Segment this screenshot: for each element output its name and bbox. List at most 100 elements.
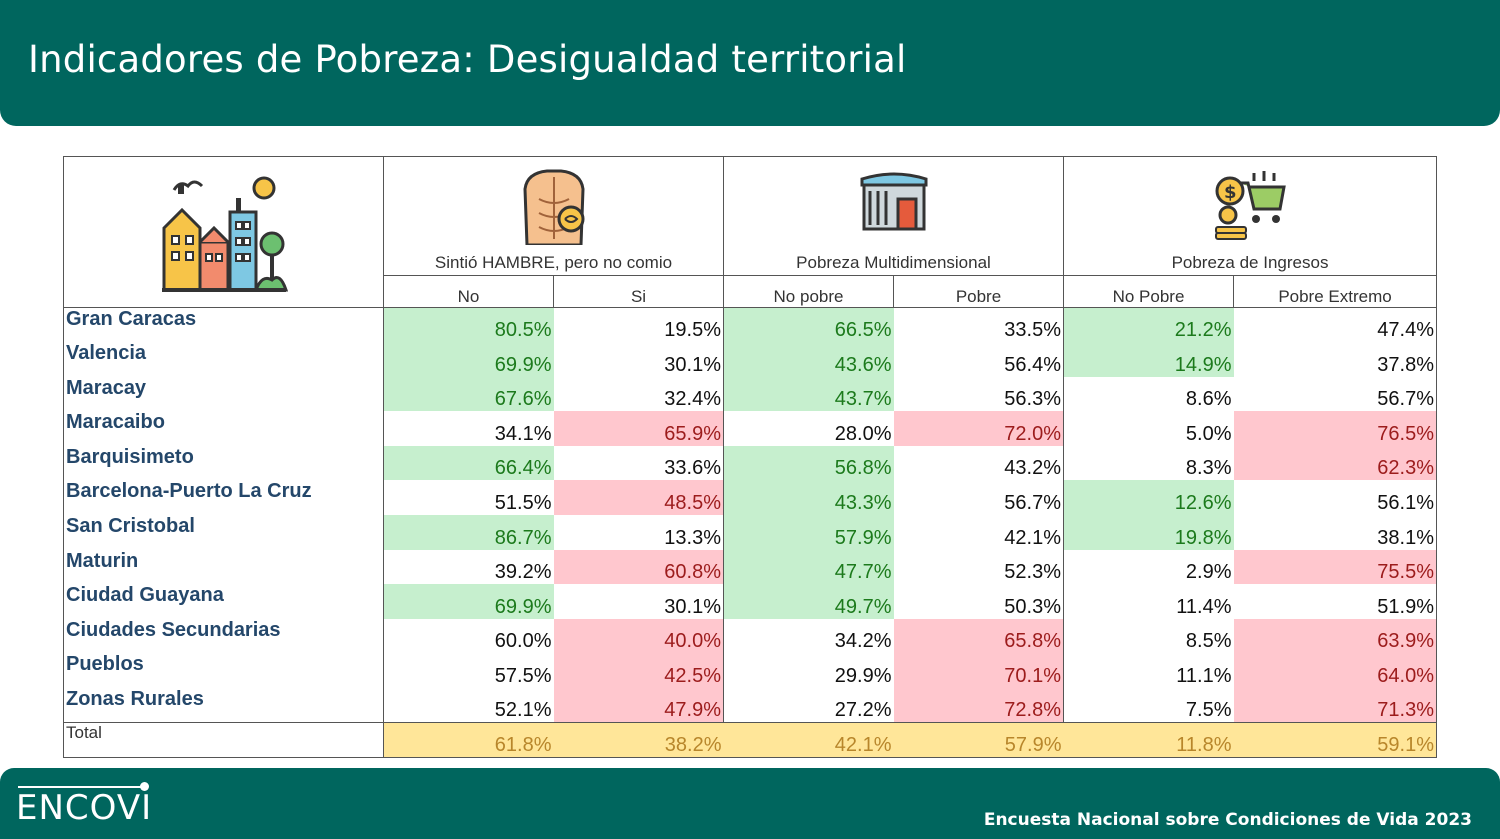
row-label: Ciudades Secundarias bbox=[63, 618, 384, 654]
value-cell: 69.9% bbox=[383, 584, 554, 619]
value-cell: 63.9% bbox=[1233, 618, 1438, 654]
value-cell: 5.0% bbox=[1063, 411, 1234, 446]
value-cell: 72.8% bbox=[893, 688, 1064, 723]
subheader-multi-no-pobre: No pobre bbox=[723, 275, 894, 308]
value-cell: 38.1% bbox=[1233, 515, 1438, 550]
value-cell: 72.0% bbox=[893, 411, 1064, 446]
value-cell: 30.1% bbox=[664, 353, 721, 376]
group-header-multidimensional: Pobreza Multidimensional bbox=[723, 156, 1064, 276]
value-cell: 51.5% bbox=[383, 480, 554, 516]
group-label: Pobreza Multidimensional bbox=[796, 253, 991, 272]
value-cell: 8.3% bbox=[1063, 445, 1234, 481]
value-cell: 86.7% bbox=[383, 515, 554, 550]
table-body: Gran Caracas 80.5% 19.5% 66.5% 33.5% 21.2% 47.… bbox=[63, 307, 1438, 758]
value-cell: 70.1% bbox=[893, 653, 1064, 689]
value-cell: 76.5% bbox=[1233, 411, 1438, 446]
value-cell: 75.5% bbox=[1233, 549, 1438, 585]
value-cell: 67.6% bbox=[383, 376, 554, 412]
value-cell: 14.9% bbox=[1063, 342, 1234, 377]
page-title: Indicadores de Pobreza: Desigualdad terr… bbox=[28, 38, 907, 81]
value-cell: 40.0% bbox=[553, 618, 724, 654]
value-cell: 57.5% bbox=[383, 653, 554, 689]
value-cell: 47.7% bbox=[723, 549, 894, 585]
table-row: Barquisimeto 66.4% 33.6% 56.8% 43.2% 8.3% 62.3… bbox=[63, 445, 1438, 481]
table-row: Pueblos 57.5% 42.5% 29.9% 70.1% 11.1% 64.0% bbox=[63, 653, 1438, 689]
title-bar: Indicadores de Pobreza: Desigualdad terr… bbox=[0, 0, 1500, 126]
city-buildings-icon bbox=[161, 176, 288, 292]
value-cell: 7.5% bbox=[1063, 688, 1234, 723]
value-cell: 69.9% bbox=[383, 342, 554, 377]
value-cell: 19.8% bbox=[1063, 515, 1234, 550]
table-row: Gran Caracas 80.5% 19.5% 66.5% 33.5% 21.2% 47.… bbox=[63, 307, 1438, 343]
money-cart-icon: $ bbox=[1215, 171, 1286, 240]
subheader-income-pobre-extremo: Pobre Extremo bbox=[1232, 275, 1438, 308]
row-label: Maracaibo bbox=[63, 411, 384, 446]
value-cell: 56.8% bbox=[723, 445, 894, 481]
table-row: Maturin 39.2% 60.8% 47.7% 52.3% 2.9% 75.5% bbox=[63, 549, 1438, 585]
value-cell: 56.3% bbox=[1004, 388, 1061, 411]
value-cell: 19.5% bbox=[664, 319, 721, 342]
group-header-income: $ Pobreza de Ingresos bbox=[1062, 156, 1438, 276]
value-cell: 8.5% bbox=[1063, 618, 1234, 654]
footer-bar: ENCOVI Encuesta Nacional sobre Condicion… bbox=[0, 768, 1500, 839]
value-cell: 66.4% bbox=[383, 445, 554, 481]
value-cell: 37.8% bbox=[1233, 342, 1438, 377]
row-label: Gran Caracas bbox=[63, 307, 384, 343]
survey-name: Encuesta Nacional sobre Condiciones de V… bbox=[983, 810, 1472, 830]
subheader-hunger-no: No bbox=[383, 275, 554, 308]
table-row: Valencia 69.9% 30.1% 43.6% 56.4% 14.9% 37.8% bbox=[63, 342, 1438, 377]
row-label: Valencia bbox=[63, 342, 384, 377]
row-label: Barquisimeto bbox=[63, 445, 384, 481]
value-cell: 39.2% bbox=[383, 549, 554, 585]
brand-dot-decoration bbox=[140, 782, 149, 791]
value-cell: 60.8% bbox=[553, 549, 724, 585]
value-cell: 51.9% bbox=[1233, 584, 1438, 619]
value-cell: 43.2% bbox=[1004, 457, 1061, 480]
group-label: Sintió HAMBRE, pero no comio bbox=[434, 253, 673, 272]
total-value-cell: 61.8% bbox=[383, 722, 554, 758]
value-cell: 52.3% bbox=[1004, 561, 1061, 584]
subheader-multi-pobre: Pobre bbox=[893, 275, 1064, 308]
value-cell: 71.3% bbox=[1233, 688, 1438, 723]
total-value-cell: 42.1% bbox=[723, 722, 894, 758]
table-row: Maracay 67.6% 32.4% 43.7% 56.3% 8.6% 56.7% bbox=[63, 376, 1438, 412]
total-value-cell: 11.8% bbox=[1063, 722, 1234, 758]
brand-logo: ENCOVI bbox=[16, 788, 153, 828]
subheader-hunger-si: Si bbox=[553, 275, 724, 308]
group-label: Pobreza de Ingresos bbox=[1171, 253, 1329, 272]
row-label: San Cristobal bbox=[63, 515, 384, 550]
table-row: Maracaibo 34.1% 65.9% 28.0% 72.0% 5.0% 76.5% bbox=[63, 411, 1438, 446]
value-cell: 57.9% bbox=[723, 515, 894, 550]
value-cell: 50.3% bbox=[1004, 595, 1061, 618]
value-cell: 56.7% bbox=[1004, 492, 1061, 515]
hungry-torso-icon bbox=[522, 169, 585, 245]
total-label: Total bbox=[63, 722, 384, 758]
value-cell: 56.4% bbox=[1004, 353, 1061, 376]
table-row: Barcelona-Puerto La Cruz 51.5% 48.5% 43.3% 5… bbox=[63, 480, 1438, 516]
svg-text:$: $ bbox=[1224, 182, 1237, 203]
value-cell: 47.4% bbox=[1233, 307, 1438, 343]
value-cell: 43.6% bbox=[723, 342, 894, 377]
value-cell: 28.0% bbox=[723, 411, 894, 446]
row-label: Ciudad Guayana bbox=[63, 584, 384, 619]
value-cell: 42.1% bbox=[1004, 526, 1061, 549]
house-poverty-icon bbox=[860, 172, 927, 231]
city-illustration-cell bbox=[63, 156, 384, 308]
value-cell: 62.3% bbox=[1233, 445, 1438, 481]
value-cell: 64.0% bbox=[1233, 653, 1438, 689]
value-cell: 66.5% bbox=[723, 307, 894, 343]
value-cell: 12.6% bbox=[1063, 480, 1234, 516]
value-cell: 65.8% bbox=[893, 618, 1064, 654]
total-value-cell: 38.2% bbox=[553, 722, 724, 758]
value-cell: 56.1% bbox=[1233, 480, 1438, 516]
value-cell: 11.4% bbox=[1063, 584, 1234, 619]
value-cell: 42.5% bbox=[553, 653, 724, 689]
subheader-income-no-pobre: No Pobre bbox=[1063, 275, 1234, 308]
value-cell: 49.7% bbox=[723, 584, 894, 619]
value-cell: 30.1% bbox=[664, 595, 721, 618]
row-label: Barcelona-Puerto La Cruz bbox=[63, 480, 384, 516]
value-cell: 13.3% bbox=[664, 526, 721, 549]
value-cell: 32.4% bbox=[664, 388, 721, 411]
table-row: Ciudad Guayana 69.9% 30.1% 49.7% 50.3% 11.4% 5… bbox=[63, 584, 1438, 619]
group-header-hunger: Sintió HAMBRE, pero no comio bbox=[383, 156, 724, 276]
